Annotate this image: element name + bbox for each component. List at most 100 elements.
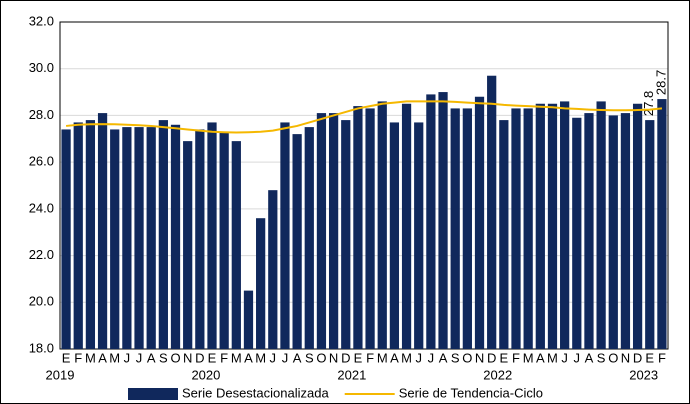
x-tick-label: N (329, 350, 338, 365)
y-tick-label: 20.0 (29, 294, 54, 309)
bar (450, 108, 460, 350)
bar (268, 190, 278, 349)
x-tick-label: O (170, 350, 180, 365)
year-label: 2022 (483, 367, 512, 382)
legend-label: Serie Desestacionalizada (182, 385, 329, 400)
x-tick-label: F (74, 350, 82, 365)
x-tick-label: M (255, 350, 266, 365)
legend-label: Serie de Tendencia-Ciclo (399, 385, 543, 400)
x-tick-label: A (536, 350, 545, 365)
x-tick-label: F (512, 350, 520, 365)
bar (207, 122, 217, 349)
bar (292, 134, 302, 349)
x-tick-label: D (341, 350, 350, 365)
bar (256, 218, 266, 349)
bar (584, 113, 594, 349)
x-tick-label: A (585, 350, 594, 365)
bar (389, 122, 400, 349)
x-tick-label: A (293, 350, 302, 365)
y-tick-label: 26.0 (29, 154, 54, 169)
legend-swatch (128, 388, 178, 400)
bar (487, 75, 497, 349)
y-tick-label: 30.0 (29, 60, 54, 75)
bar (560, 101, 570, 350)
bar (401, 103, 412, 349)
x-tick-label: E (500, 350, 509, 365)
y-tick-label: 24.0 (29, 200, 54, 215)
data-label: 28.7 (653, 70, 668, 95)
bar (645, 120, 655, 349)
bar (73, 122, 83, 349)
bar (316, 113, 327, 349)
x-tick-label: J (136, 350, 143, 365)
x-tick-label: A (390, 350, 399, 365)
bar (462, 108, 472, 350)
x-tick-label: N (475, 350, 484, 365)
x-tick-label: D (195, 350, 204, 365)
bar (523, 108, 533, 350)
bar (110, 129, 120, 349)
y-tick-label: 22.0 (29, 247, 54, 262)
x-tick-label: D (487, 350, 496, 365)
bar (280, 122, 290, 349)
x-tick-label: O (608, 350, 618, 365)
bar (474, 96, 485, 349)
bar (426, 94, 436, 350)
bar (620, 113, 631, 349)
x-tick-label: J (428, 350, 435, 365)
x-tick-label: S (597, 350, 606, 365)
bar (122, 127, 132, 349)
bar (219, 131, 229, 349)
x-tick-label: S (305, 350, 314, 365)
bar (97, 113, 108, 349)
bar (657, 99, 667, 349)
bar (134, 127, 144, 349)
bar (572, 117, 582, 349)
x-tick-label: M (547, 350, 558, 365)
x-tick-label: A (147, 350, 156, 365)
x-tick-label: J (270, 350, 277, 365)
bar (535, 103, 545, 349)
bar (414, 122, 424, 349)
x-tick-label: J (282, 350, 289, 365)
bar (632, 103, 643, 349)
year-label: 2020 (191, 367, 220, 382)
y-tick-label: 18.0 (29, 340, 54, 355)
bar (61, 129, 71, 349)
x-tick-label: E (645, 350, 654, 365)
bar (499, 120, 509, 349)
x-tick-label: M (523, 350, 534, 365)
x-tick-label: O (462, 350, 472, 365)
x-tick-label: J (561, 350, 568, 365)
bar (195, 129, 205, 349)
bar (341, 120, 351, 349)
y-tick-label: 28.0 (29, 107, 54, 122)
y-tick-label: 32.0 (29, 13, 54, 28)
x-tick-label: M (85, 350, 96, 365)
year-label: 2021 (337, 367, 366, 382)
bar (183, 141, 193, 349)
bar (231, 141, 241, 349)
bar (170, 124, 181, 350)
x-tick-label: J (574, 350, 581, 365)
bar (158, 120, 168, 349)
year-label: 2019 (46, 367, 75, 382)
bar (596, 101, 606, 350)
x-tick-label: J (415, 350, 422, 365)
bar (365, 108, 375, 350)
x-tick-label: A (98, 350, 107, 365)
bar (353, 106, 363, 349)
bar (146, 127, 156, 349)
bar (304, 127, 314, 349)
x-tick-label: F (658, 350, 666, 365)
x-tick-label: F (220, 350, 228, 365)
x-tick-label: D (633, 350, 642, 365)
bar (547, 103, 558, 349)
x-tick-label: O (316, 350, 326, 365)
x-tick-label: S (159, 350, 168, 365)
x-tick-label: M (109, 350, 120, 365)
x-tick-label: S (451, 350, 460, 365)
x-tick-label: J (124, 350, 131, 365)
x-tick-label: N (183, 350, 192, 365)
